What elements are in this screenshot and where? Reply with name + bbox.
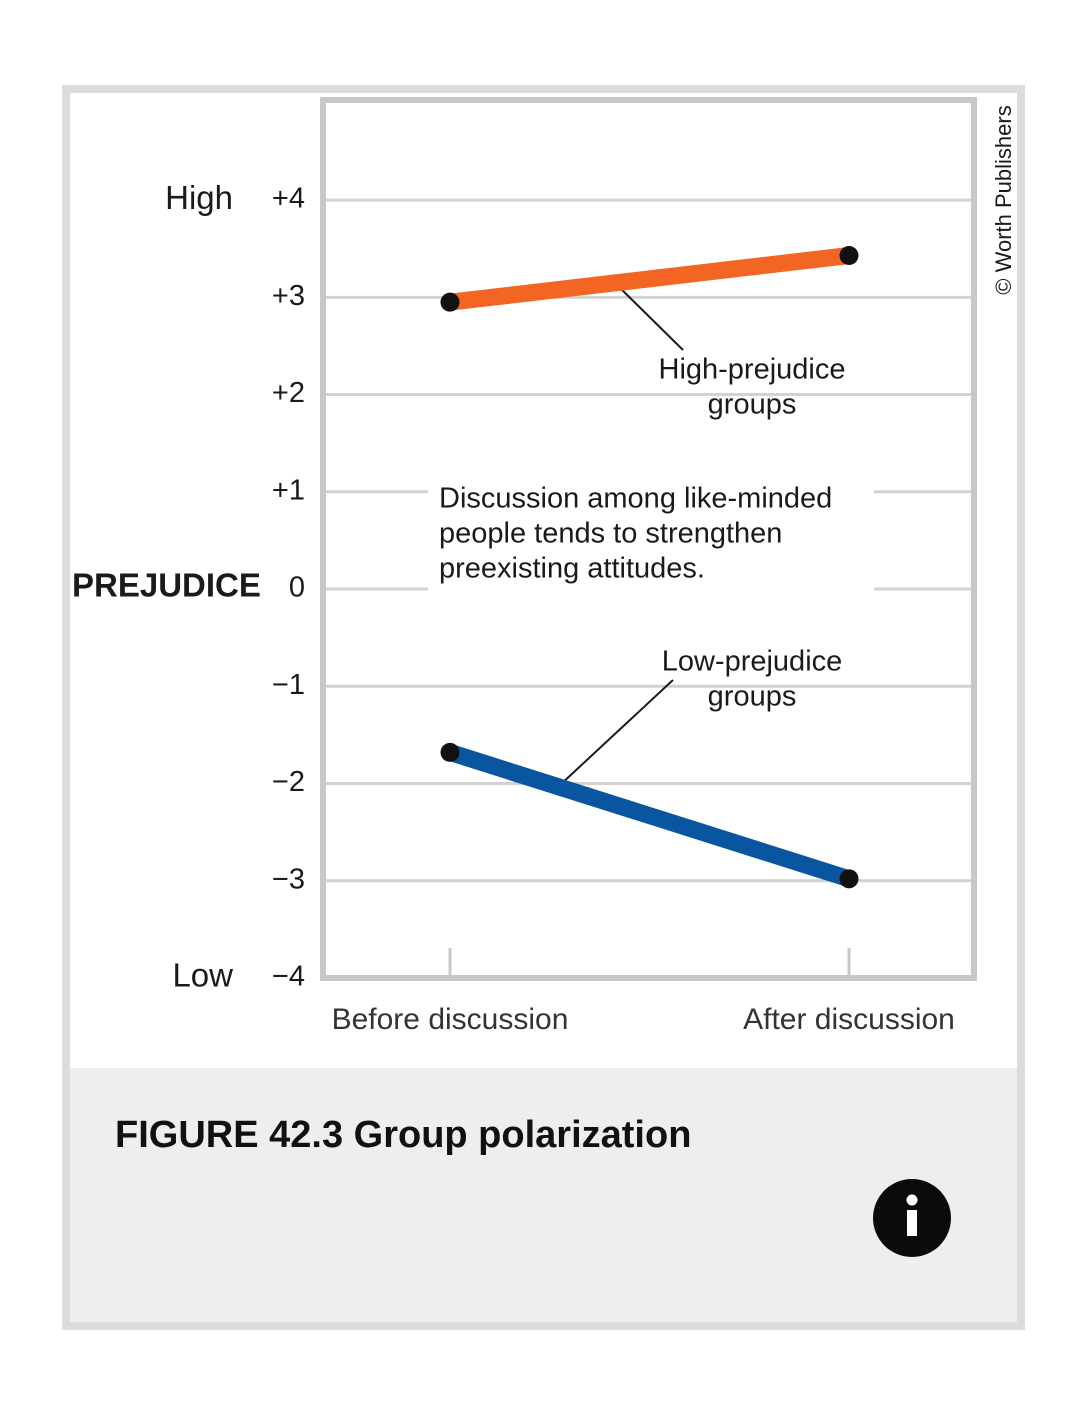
info-icon-dot	[906, 1194, 918, 1206]
leader-line	[559, 679, 674, 786]
x-tick-label: After discussion	[743, 1003, 955, 1036]
annotation-text: Discussion among like-minded	[439, 483, 832, 515]
series-line	[447, 744, 852, 887]
y-tick-label: −3	[272, 863, 305, 895]
series-label: groups	[708, 389, 797, 421]
y-tick-label: −2	[272, 766, 305, 798]
y-tick-label: +1	[272, 474, 305, 506]
point	[440, 292, 460, 312]
y-tick-label: +2	[272, 377, 305, 409]
info-button[interactable]	[873, 1179, 951, 1257]
series-label: High-prejudice	[659, 354, 846, 386]
point	[440, 742, 460, 762]
point	[839, 869, 859, 889]
y-tick-label: 0	[289, 572, 305, 604]
series-label: groups	[708, 681, 797, 713]
y-tick-label: −1	[272, 669, 305, 701]
info-icon-stem	[907, 1210, 917, 1236]
plot-frame	[320, 97, 977, 981]
series-line	[449, 247, 850, 311]
leader-line	[614, 282, 684, 351]
series-label: Low-prejudice	[662, 646, 843, 678]
annotation-backing	[428, 478, 874, 596]
annotation-text: people tends to strengthen	[439, 518, 782, 550]
y-low-label: Low	[172, 957, 233, 994]
y-high-label: High	[165, 179, 233, 216]
credit: © Worth Publishers	[991, 105, 1016, 294]
y-tick-label: −4	[272, 961, 305, 993]
y-tick-label: +3	[272, 280, 305, 312]
annotation-text: preexisting attitudes.	[439, 553, 705, 585]
y-tick-label: +4	[272, 183, 305, 215]
figure-caption: FIGURE 42.3 Group polarization	[115, 1114, 691, 1156]
point	[839, 246, 859, 266]
x-tick-label: Before discussion	[332, 1003, 569, 1036]
y-axis-title: PREJUDICE	[72, 567, 261, 604]
caption-panel	[70, 1068, 1017, 1322]
